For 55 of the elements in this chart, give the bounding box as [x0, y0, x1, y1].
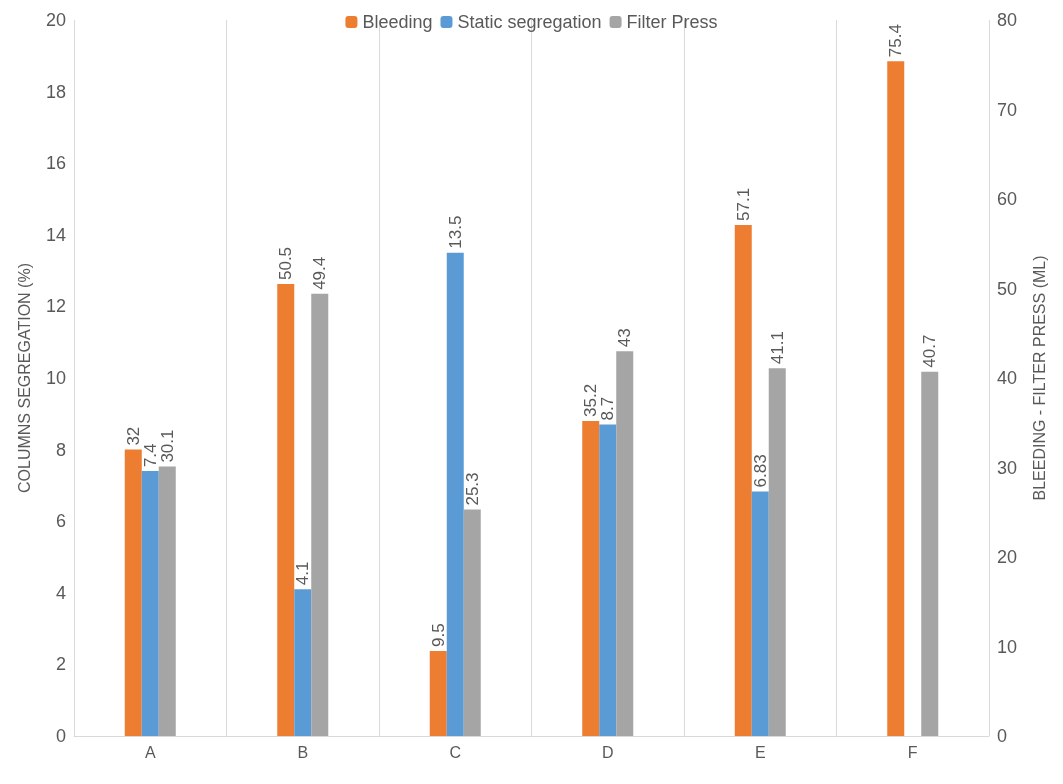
- x-tick-label: F: [907, 743, 918, 761]
- y2-tick-label: 60: [997, 189, 1018, 209]
- bar: [921, 371, 939, 736]
- y2-tick-label: 0: [997, 726, 1008, 746]
- y-tick-label: 4: [55, 582, 66, 603]
- y-tick-label: 8: [55, 439, 66, 460]
- x-tick-label: E: [754, 743, 766, 761]
- data-label: 8.7: [598, 396, 618, 421]
- y-tick-label: 14: [45, 224, 66, 245]
- y-tick-label: 12: [45, 296, 66, 317]
- data-label: 32: [123, 426, 143, 446]
- bar: [734, 224, 752, 736]
- data-label: 75.4: [886, 24, 906, 58]
- legend-label: Bleeding: [362, 12, 433, 32]
- y2-tick-label: 20: [997, 547, 1018, 567]
- legend-label: Static segregation: [457, 12, 602, 32]
- data-label: 40.7: [920, 334, 940, 368]
- y2-tick-label: 50: [997, 278, 1018, 299]
- y-tick-label: 16: [45, 153, 66, 174]
- y-tick-label: 10: [45, 368, 66, 388]
- y2-tick-label: 30: [997, 457, 1018, 478]
- data-label: 50.5: [276, 246, 296, 281]
- data-label: 25.3: [462, 472, 482, 506]
- x-tick-label: D: [601, 743, 614, 761]
- y-axis-title: COLUMNS SEGREGATION (%): [15, 263, 33, 493]
- y-tick-label: 2: [55, 654, 66, 675]
- data-label: 4.1: [293, 561, 313, 586]
- y-tick-label: 6: [55, 511, 66, 532]
- legend-label: Filter Press: [626, 12, 718, 32]
- data-label: 6.83: [750, 454, 770, 488]
- x-tick-label: B: [297, 743, 309, 761]
- data-label: 13.5: [445, 215, 465, 249]
- bar: [429, 650, 447, 736]
- data-label: 7.4: [140, 443, 160, 468]
- y2-tick-label: 80: [997, 10, 1018, 30]
- data-label: 30.1: [157, 429, 177, 463]
- bar: [887, 61, 905, 736]
- y2-tick-label: 70: [997, 99, 1018, 120]
- y-tick-label: 20: [45, 10, 66, 30]
- y2-tick-label: 40: [997, 368, 1018, 388]
- bar: [446, 252, 464, 736]
- y2-axis-title: BLEEDING - FILTER PRESS (ML): [1030, 255, 1048, 501]
- x-tick-label: C: [449, 743, 462, 761]
- y-tick-label: 18: [45, 81, 66, 102]
- y2-tick-label: 10: [997, 636, 1018, 657]
- y-tick-label: 0: [55, 726, 66, 746]
- data-label: 49.4: [310, 256, 330, 290]
- data-label: 57.1: [733, 187, 753, 221]
- bar: [277, 284, 295, 736]
- data-label: 9.5: [428, 623, 448, 647]
- data-label: 43: [615, 328, 635, 348]
- bar: [311, 293, 329, 736]
- x-tick-label: A: [144, 743, 156, 761]
- data-label: 41.1: [767, 331, 787, 365]
- data-label: 35.2: [581, 383, 601, 417]
